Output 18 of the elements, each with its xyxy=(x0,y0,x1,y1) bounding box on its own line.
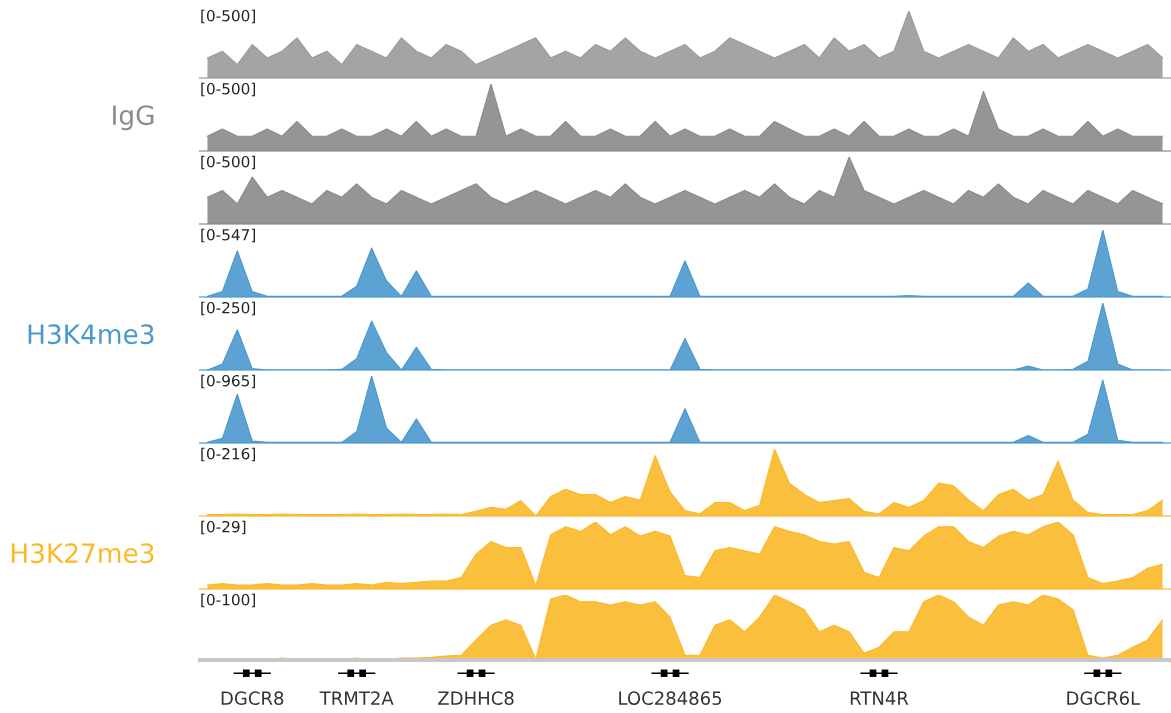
chart-title: [0-500] xyxy=(201,155,255,170)
chart-title: [0-500] xyxy=(201,9,255,24)
y-axis-title: H3K27me3 xyxy=(11,543,154,564)
chart-title: [0-250] xyxy=(201,301,255,316)
y-axis-title: IgG xyxy=(113,105,154,131)
chart-title: [0-547] xyxy=(201,228,255,243)
y-axis-title: H3K4me3 xyxy=(28,324,154,345)
category-label: LOC284865 xyxy=(619,691,722,705)
category-label: TRMT2A xyxy=(319,691,394,705)
chart-title: [0-965] xyxy=(201,374,255,389)
chart-title: [0-29] xyxy=(201,520,246,535)
chart-title: [0-500] xyxy=(201,82,255,97)
chart-title: [0-216] xyxy=(201,447,255,462)
category-label: DGCR6L xyxy=(1067,691,1141,705)
category-label: RTN4R xyxy=(850,691,909,705)
category-label: DGCR8 xyxy=(221,691,284,705)
category-label: ZDHHC8 xyxy=(438,691,514,705)
chart-title: [0-100] xyxy=(201,593,255,608)
